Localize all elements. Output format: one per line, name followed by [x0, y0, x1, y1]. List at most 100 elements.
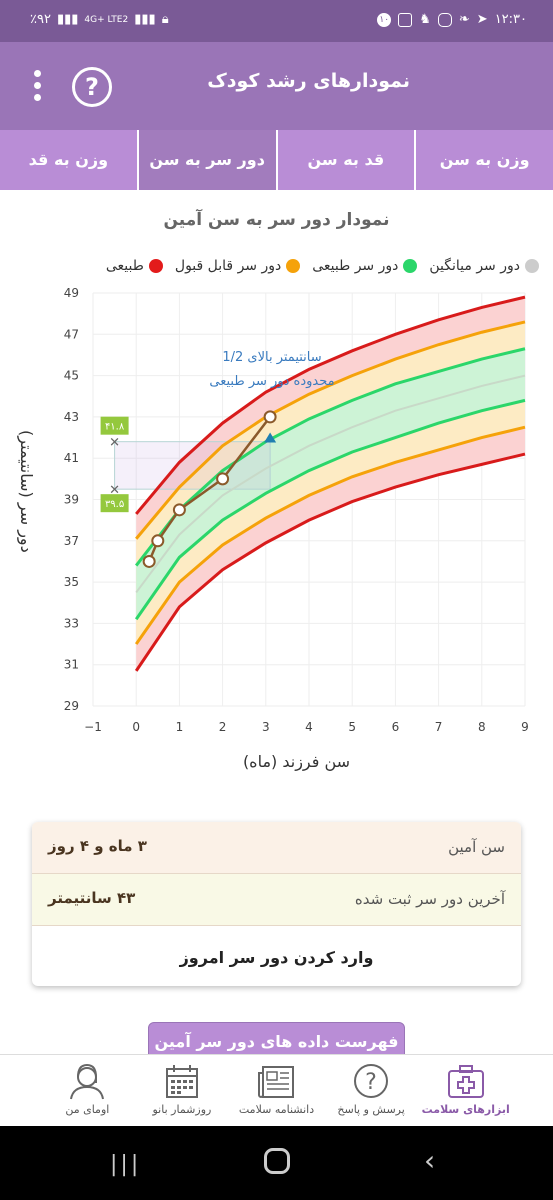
x-axis-label: سن فرزند (ماه)	[242, 752, 351, 771]
medical-kit-icon	[447, 1065, 484, 1098]
series-line-orange_high	[135, 320, 526, 540]
app-icon: ♞	[419, 12, 431, 27]
legend-label: دور سر میانگین	[429, 258, 520, 274]
x-tick-label: 5	[348, 720, 356, 734]
more-menu-button[interactable]	[28, 67, 46, 107]
question-icon: ?	[354, 1064, 389, 1098]
nav-qa[interactable]: ? پرسش و پاسخ	[324, 1055, 419, 1126]
chart-legend: طبیعی دور سر قابل قبول دور سر طبیعی دور …	[106, 258, 539, 274]
child-data-point	[172, 503, 186, 517]
y-tick-label: 45	[64, 369, 79, 383]
x-tick-label: 6	[392, 720, 400, 734]
child-data-point	[142, 554, 156, 568]
dot-icon	[33, 70, 41, 77]
image-icon	[398, 12, 413, 27]
newspaper-icon	[257, 1066, 294, 1098]
band-normal	[136, 348, 525, 620]
legend-dot-icon	[148, 259, 163, 273]
telegram-icon: ➤	[476, 12, 488, 27]
chart-annotation: 1/2 سانتیمتر بالای	[222, 350, 321, 365]
lock-icon: 🔒︎	[161, 12, 169, 27]
nav-calendar[interactable]: روزشمار بانو	[135, 1055, 230, 1126]
nav-label: روزشمار بانو	[152, 1103, 212, 1116]
dot-icon	[33, 82, 41, 89]
chart-tabs: وزن به سن قد به سن دور سر به سن وزن به ق…	[0, 130, 553, 190]
legend-dot-icon	[403, 259, 418, 273]
age-value: ۳ ماه و ۴ روز	[48, 837, 147, 855]
tab-head-for-age[interactable]: دور سر به سن	[136, 130, 276, 190]
legend-dot-icon	[286, 259, 301, 273]
recent-apps-icon[interactable]: |||	[110, 1152, 142, 1177]
range-cross-icon: ✕	[109, 436, 120, 451]
info-card: سن آمین ۳ ماه و ۴ روز آخرین دور سر ثبت ش…	[32, 822, 521, 986]
dot-icon	[33, 94, 41, 101]
page-title: نمودارهای رشد کودک	[207, 70, 410, 92]
legend-label: دور سر قابل قبول	[174, 258, 282, 274]
x-tick-label: 0	[132, 720, 140, 734]
series-line-green_low	[134, 398, 526, 621]
legend-label: دور سر طبیعی	[312, 258, 399, 274]
series-line-red_low	[134, 452, 526, 672]
instagram-icon	[437, 12, 452, 27]
nav-label: دانشنامه سلامت	[238, 1103, 315, 1116]
profile-icon	[70, 1063, 105, 1100]
head-circumference-chart[interactable]: −1 0 1 2 3 4 5 6 7 8 92931333537394143454749✕۴۱.۸✕…	[0, 285, 553, 745]
y-tick-label: 31	[64, 658, 79, 672]
series-line-green_high	[135, 347, 526, 567]
bottom-nav: ابزارهای سلامت ? پرسش و پاسخ دانشنامه سل…	[0, 1054, 553, 1126]
y-tick-label: 33	[64, 616, 79, 630]
range-badge	[100, 416, 129, 435]
range-badge	[100, 494, 129, 513]
legend-item: طبیعی	[106, 258, 163, 274]
x-tick-label: 7	[435, 720, 443, 734]
series-line-red_high	[135, 295, 526, 515]
y-tick-label: 49	[64, 286, 79, 300]
app-bar: ? نمودارهای رشد کودک	[0, 42, 553, 130]
tab-weight-for-age[interactable]: وزن به سن	[414, 130, 553, 190]
enter-today-button[interactable]: وارد کردن دور سر امروز	[179, 948, 374, 967]
y-tick-label: 35	[64, 575, 79, 589]
y-tick-label: 41	[64, 451, 79, 465]
battery-text: ٪۹۲	[30, 12, 51, 27]
range-badge-label: ۴۱.۸	[105, 422, 125, 433]
x-tick-label: 3	[262, 720, 270, 734]
nav-my-account[interactable]: اومای من	[40, 1055, 135, 1126]
svg-text:?: ?	[365, 1070, 377, 1095]
system-nav-bar: ||| ‹	[0, 1126, 553, 1200]
notification-count-icon: ۱۰	[377, 12, 392, 27]
child-data-point	[263, 410, 277, 424]
tab-height-for-age[interactable]: قد به سن	[275, 130, 415, 190]
y-axis-label: دور سر (سانتیمتر)	[8, 430, 38, 580]
legend-item: دور سر قابل قبول	[174, 258, 301, 274]
chart-annotation: محدوده دور سر طبیعی	[209, 374, 334, 389]
last-measure-label: آخرین دور سر ثبت شده	[354, 890, 505, 908]
nav-label: ابزارهای سلامت	[421, 1103, 510, 1116]
chart-title: نمودار دور سر به سن آمین	[163, 210, 390, 230]
nav-encyclopedia[interactable]: دانشنامه سلامت	[229, 1055, 324, 1126]
nav-label: پرسش و پاسخ	[337, 1103, 405, 1116]
back-icon[interactable]: ‹	[424, 1144, 436, 1177]
home-icon[interactable]	[264, 1148, 290, 1174]
range-badge-label: ۳۹.۵	[105, 499, 124, 510]
y-tick-label: 29	[64, 699, 79, 713]
data-list-button[interactable]: فهرست داده های دور سر آمین	[148, 1022, 405, 1058]
range-cross-icon: ✕	[109, 483, 120, 498]
age-label: سن آمین	[448, 838, 505, 856]
legend-item: دور سر طبیعی	[312, 258, 418, 274]
nav-health-tools[interactable]: ابزارهای سلامت	[418, 1055, 513, 1126]
help-button[interactable]: ?	[72, 67, 112, 107]
signal-icon-2: ▮▮▮	[134, 12, 156, 27]
child-data-point	[216, 472, 230, 486]
y-tick-label: 37	[64, 534, 79, 548]
y-tick-label: 43	[64, 410, 79, 424]
status-bar: ٪۹۲ ▮▮▮ 4G+ LTE2 ▮▮▮ 🔒︎ ۱۰ ♞ ❧ ➤ ۱۲:۳۰	[0, 0, 553, 42]
y-tick-label: 47	[64, 327, 79, 341]
last-measure-row: آخرین دور سر ثبت شده ۴۳ سانتیمتر	[32, 874, 521, 926]
x-tick-label: 8	[478, 720, 486, 734]
x-tick-label: 9	[521, 720, 529, 734]
tab-weight-for-height[interactable]: وزن به قد	[28, 150, 109, 169]
x-tick-label: 1	[176, 720, 184, 734]
legend-item: دور سر میانگین	[429, 258, 539, 274]
signal-icon: ▮▮▮	[56, 12, 79, 27]
x-tick-label: 2	[219, 720, 227, 734]
